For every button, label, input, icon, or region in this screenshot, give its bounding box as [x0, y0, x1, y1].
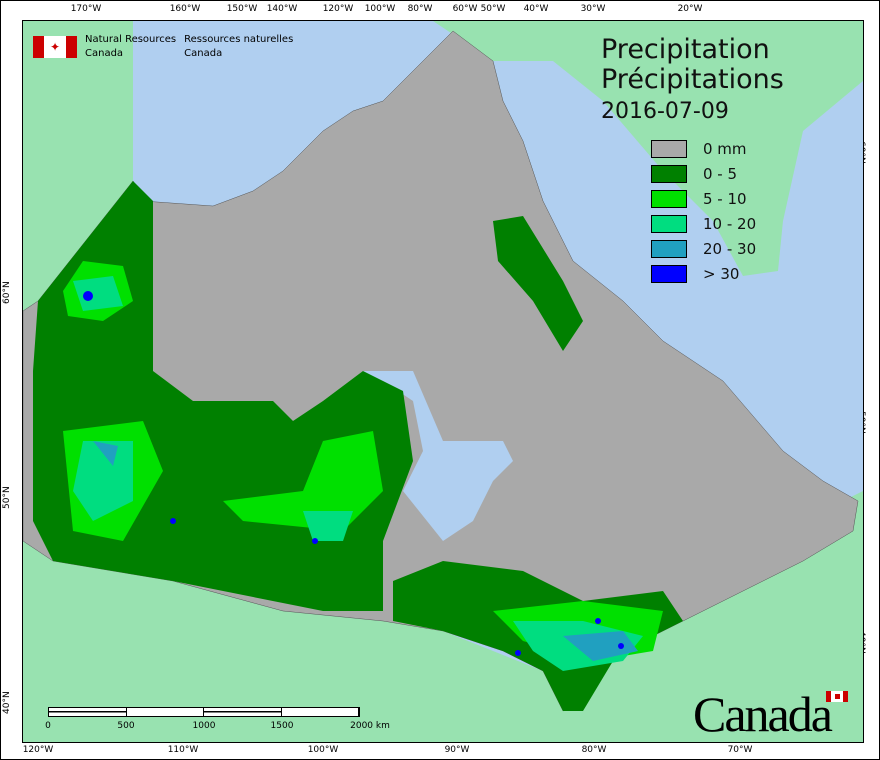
precipitation-map[interactable]: ✦ Natural Resources Canada Ressources nat… [22, 20, 864, 743]
alaska [23, 21, 133, 311]
greenland [433, 21, 863, 276]
lon-label: 80°W [581, 745, 607, 755]
scale-label: 2000 km [350, 721, 390, 731]
lon-label: 70°W [727, 745, 753, 755]
title-fr: Précipitations [601, 64, 784, 95]
lon-label: 100°W [307, 745, 339, 755]
legend-item: 0 mm [651, 136, 756, 161]
legend-item: > 30 [651, 261, 756, 286]
lon-label: 90°W [444, 745, 470, 755]
legend: 0 mm 0 - 5 5 - 10 10 - 20 20 - 30 > 30 [651, 136, 756, 286]
lon-label: 20°W [677, 4, 703, 14]
org-name-en-2: Canada [85, 48, 124, 59]
map-canvas [23, 21, 863, 742]
usa [23, 491, 863, 742]
legend-item: 20 - 30 [651, 236, 756, 261]
legend-item: 10 - 20 [651, 211, 756, 236]
lon-label: 120°W [22, 745, 54, 755]
lon-label: 110°W [167, 745, 199, 755]
legend-item: 0 - 5 [651, 161, 756, 186]
hudson-bay [353, 371, 513, 541]
canada-flag-icon: ✦ [33, 36, 77, 58]
precip-20-30 [93, 441, 638, 661]
lon-label: 60°W [452, 4, 478, 14]
lon-label: 50°W [480, 4, 506, 14]
scale-label: 1500 [270, 721, 294, 731]
lat-label: 50°N [2, 486, 12, 509]
nrcan-signature: ✦ Natural Resources Canada Ressources nat… [33, 33, 293, 61]
lon-label: 120°W [322, 4, 354, 14]
map-date: 2016-07-09 [601, 99, 729, 124]
org-name-fr-2: Canada [184, 48, 223, 59]
org-name-fr: Ressources naturelles [184, 34, 294, 45]
lon-label: 80°W [407, 4, 433, 14]
map-title: Precipitation Précipitations [601, 35, 784, 95]
lon-label: 150°W [226, 4, 258, 14]
scale-label: 500 [117, 721, 135, 731]
scale-label: 1000 [192, 721, 216, 731]
lon-label: 40°W [523, 4, 549, 14]
legend-item: 5 - 10 [651, 186, 756, 211]
precip-0-5-labrador [493, 216, 583, 351]
lon-label: 100°W [364, 4, 396, 14]
lon-label: 140°W [266, 4, 298, 14]
lon-label: 30°W [580, 4, 606, 14]
org-name-en: Natural Resources [85, 34, 177, 45]
lat-label: 40°N [2, 691, 12, 714]
lon-label: 160°W [169, 4, 201, 14]
scale-bar: 0 500 1000 1500 2000 km [45, 707, 390, 731]
scale-label: 0 [45, 721, 51, 731]
lon-label: 170°W [70, 4, 102, 14]
precip-5-10 [63, 261, 663, 661]
canada-wordmark: Canada [693, 686, 833, 742]
lat-label: 60°N [2, 281, 12, 304]
wordmark-flag-icon [826, 691, 848, 702]
precip-over-30 [83, 291, 624, 656]
precip-10-20 [73, 276, 643, 671]
title-en: Precipitation [601, 34, 770, 65]
